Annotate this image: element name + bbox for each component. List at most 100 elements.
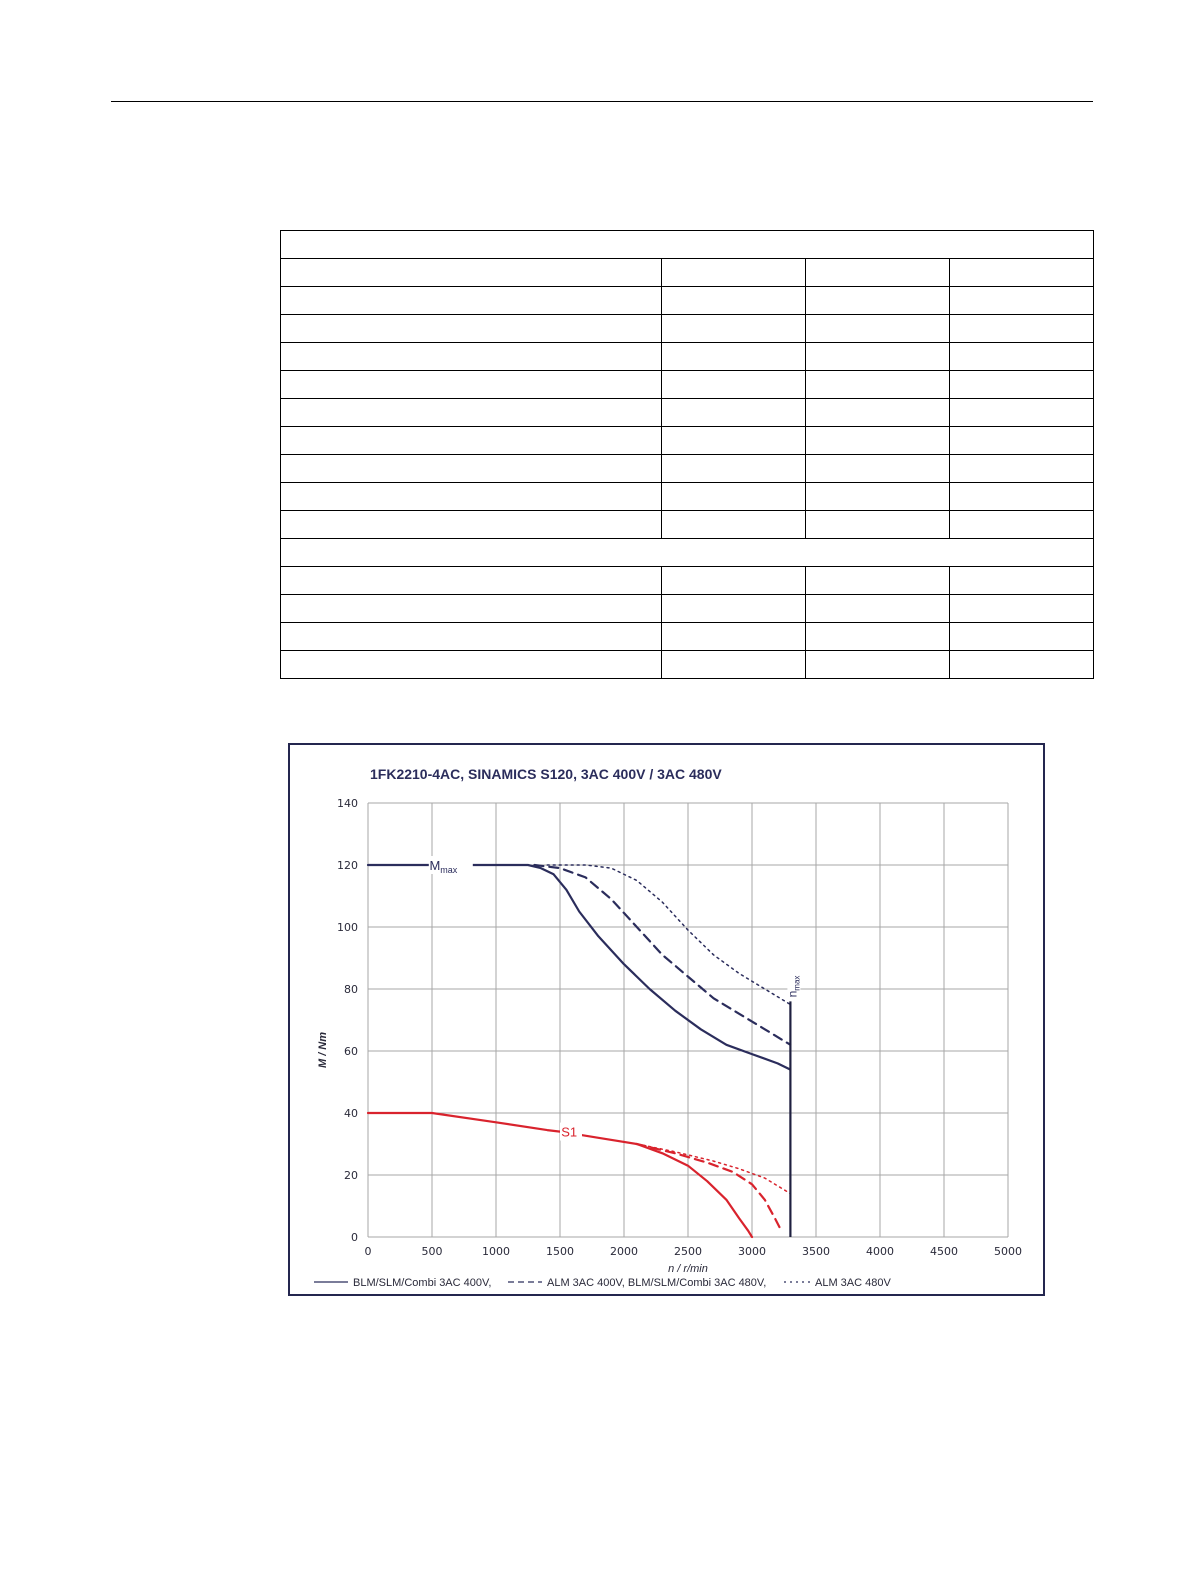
table-cell — [949, 314, 1094, 343]
table-cell — [805, 454, 950, 483]
table-cell — [805, 342, 950, 371]
table-row — [280, 650, 1094, 679]
table-cell — [280, 510, 662, 539]
table-row — [280, 370, 1094, 399]
y-tick-label: 20 — [344, 1169, 358, 1182]
y-tick-label: 80 — [344, 983, 358, 996]
x-tick-label: 3500 — [802, 1245, 830, 1258]
y-tick-label: 100 — [337, 921, 358, 934]
table-row — [280, 594, 1094, 623]
table-cell — [280, 538, 1094, 567]
table-cell — [949, 650, 1094, 679]
table-cell — [805, 482, 950, 511]
table-cell — [661, 454, 806, 483]
mmax-label-sub: max — [440, 865, 458, 875]
y-tick-label: 40 — [344, 1107, 358, 1120]
nmax-label-main: n — [785, 991, 799, 998]
table-cell — [280, 370, 662, 399]
table-cell — [280, 286, 662, 315]
table-row — [280, 342, 1094, 371]
table-cell — [661, 622, 806, 651]
s1-label: S1 — [561, 1125, 577, 1140]
table-cell — [949, 370, 1094, 399]
table-cell — [805, 510, 950, 539]
table-row — [280, 454, 1094, 483]
series-line-max-dashed — [533, 863, 792, 1046]
y-tick-label: 120 — [337, 859, 358, 872]
table-cell — [949, 342, 1094, 371]
table-cell — [805, 286, 950, 315]
table-row — [280, 510, 1094, 539]
table-cell — [661, 566, 806, 595]
table-cell — [280, 454, 662, 483]
table-cell — [280, 622, 662, 651]
x-tick-label: 2500 — [674, 1245, 702, 1258]
y-tick-label: 140 — [337, 797, 358, 810]
table-cell — [280, 230, 1094, 259]
table-row — [280, 398, 1094, 427]
x-axis-label: n / r/min — [668, 1263, 708, 1275]
chart-grid — [367, 802, 1009, 1238]
spec-table — [280, 230, 1094, 679]
table-cell — [280, 398, 662, 427]
table-cell — [805, 650, 950, 679]
y-tick-label: 60 — [344, 1045, 358, 1058]
nmax-label-bg — [787, 965, 801, 1000]
y-axis-label: M / Nm — [317, 1032, 329, 1068]
table-cell — [949, 286, 1094, 315]
table-cell — [661, 342, 806, 371]
table-row — [280, 566, 1094, 595]
table-cell — [661, 650, 806, 679]
table-cell — [280, 650, 662, 679]
mmax-label: Mmax — [429, 858, 457, 875]
s1-label-bg — [560, 1122, 582, 1141]
table-cell — [805, 398, 950, 427]
nmax-label: nmax — [785, 976, 801, 998]
table-cell — [949, 594, 1094, 623]
x-tick-label: 500 — [422, 1245, 443, 1258]
legend-label: ALM 3AC 480V — [815, 1277, 891, 1289]
table-row — [280, 538, 1094, 567]
table-row — [280, 622, 1094, 651]
table-cell — [949, 454, 1094, 483]
table-cell — [949, 258, 1094, 287]
table-cell — [949, 622, 1094, 651]
mmax-label-bg — [428, 856, 473, 874]
x-tick-label: 3000 — [738, 1245, 766, 1258]
table-cell — [805, 622, 950, 651]
header-rule — [111, 101, 1093, 102]
table-cell — [805, 426, 950, 455]
table-row — [280, 230, 1094, 259]
table-cell — [805, 566, 950, 595]
table-cell — [661, 370, 806, 399]
chart-title: 1FK2210-4AC, SINAMICS S120, 3AC 400V / 3… — [370, 766, 722, 782]
table-cell — [661, 286, 806, 315]
table-cell — [280, 482, 662, 511]
table-row — [280, 482, 1094, 511]
y-tick-label: 0 — [351, 1231, 358, 1244]
table-cell — [949, 482, 1094, 511]
series-line-max-dotted — [546, 864, 792, 1006]
table-cell — [280, 342, 662, 371]
table-cell — [661, 398, 806, 427]
table-cell — [280, 426, 662, 455]
table-row — [280, 258, 1094, 287]
torque-speed-chart: 1FK2210-4AC, SINAMICS S120, 3AC 400V / 3… — [288, 743, 1045, 1296]
table-cell — [805, 258, 950, 287]
x-tick-label: 2000 — [610, 1245, 638, 1258]
legend-label: BLM/SLM/Combi 3AC 400V, — [353, 1277, 491, 1289]
table-cell — [280, 314, 662, 343]
series-line-max-solid — [366, 863, 792, 1071]
x-tick-label: 1500 — [546, 1245, 574, 1258]
table-cell — [949, 566, 1094, 595]
series-line-s1-solid — [366, 1111, 754, 1239]
table-cell — [280, 258, 662, 287]
chart-series — [366, 863, 792, 1239]
series-line-s1-dotted — [636, 1143, 792, 1195]
x-tick-label: 4500 — [930, 1245, 958, 1258]
table-cell — [661, 314, 806, 343]
spec-table-body — [280, 230, 1094, 679]
table-cell — [949, 426, 1094, 455]
table-cell — [661, 594, 806, 623]
